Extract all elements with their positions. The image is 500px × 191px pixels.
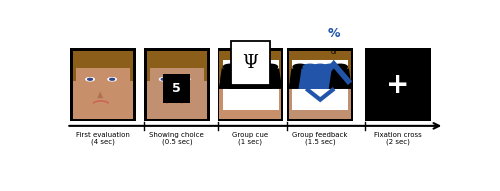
Text: %: % — [328, 27, 340, 40]
Circle shape — [232, 78, 241, 81]
Polygon shape — [171, 91, 177, 98]
Text: Group feedback
(1.5 sec): Group feedback (1.5 sec) — [292, 132, 348, 145]
Bar — [302, 110, 339, 118]
Circle shape — [244, 64, 258, 70]
Circle shape — [264, 64, 278, 70]
Circle shape — [110, 78, 114, 80]
Bar — [289, 51, 351, 81]
Circle shape — [293, 64, 307, 70]
Polygon shape — [314, 91, 320, 98]
Text: First evaluation
(4 sec): First evaluation (4 sec) — [76, 132, 130, 145]
Text: Showing choice
(0.5 sec): Showing choice (0.5 sec) — [150, 132, 204, 145]
Polygon shape — [328, 68, 352, 89]
Text: or: or — [330, 49, 338, 55]
Polygon shape — [249, 68, 272, 89]
Polygon shape — [298, 68, 322, 89]
Bar — [76, 68, 130, 81]
Circle shape — [184, 78, 188, 80]
Bar — [74, 51, 133, 118]
Circle shape — [304, 78, 309, 80]
Circle shape — [327, 78, 332, 80]
Circle shape — [162, 78, 166, 80]
Text: or: or — [330, 86, 338, 92]
Bar — [232, 110, 269, 118]
Polygon shape — [308, 68, 332, 89]
Circle shape — [313, 64, 327, 70]
Bar — [231, 40, 270, 85]
Bar — [147, 51, 206, 118]
Bar — [222, 68, 278, 81]
Polygon shape — [318, 68, 342, 89]
Polygon shape — [259, 68, 282, 89]
Text: +: + — [386, 71, 409, 99]
Circle shape — [86, 78, 94, 81]
Bar — [220, 51, 282, 81]
Circle shape — [234, 64, 247, 70]
Text: 5: 5 — [172, 82, 181, 95]
Bar — [70, 48, 136, 121]
Bar — [220, 51, 282, 118]
Polygon shape — [218, 68, 242, 89]
Bar — [222, 60, 278, 110]
Circle shape — [334, 64, 347, 70]
Bar — [150, 68, 204, 81]
Text: or: or — [247, 91, 254, 97]
Text: Group cue
(1 sec): Group cue (1 sec) — [232, 132, 268, 145]
Bar — [159, 110, 194, 118]
Text: Ψ: Ψ — [242, 54, 258, 72]
Bar — [292, 60, 348, 110]
Circle shape — [88, 78, 92, 80]
Circle shape — [160, 78, 168, 81]
Circle shape — [258, 78, 262, 80]
Bar — [218, 48, 284, 121]
Bar — [147, 51, 206, 81]
Bar — [365, 48, 430, 121]
Bar — [74, 51, 133, 81]
Circle shape — [182, 78, 190, 81]
Circle shape — [234, 78, 240, 80]
Circle shape — [224, 64, 237, 70]
Bar — [287, 48, 353, 121]
Polygon shape — [288, 68, 312, 89]
Bar — [144, 48, 210, 121]
Polygon shape — [239, 68, 262, 89]
Circle shape — [108, 78, 116, 81]
Bar — [86, 110, 121, 118]
Circle shape — [256, 78, 264, 81]
Polygon shape — [244, 91, 250, 98]
Circle shape — [302, 78, 311, 81]
Circle shape — [303, 64, 317, 70]
Polygon shape — [228, 68, 252, 89]
Bar — [292, 68, 348, 81]
Bar — [163, 74, 190, 103]
Circle shape — [325, 78, 334, 81]
Circle shape — [254, 64, 268, 70]
Text: Fixation cross
(2 sec): Fixation cross (2 sec) — [374, 132, 422, 145]
Circle shape — [324, 64, 337, 70]
Bar — [289, 51, 351, 118]
Polygon shape — [97, 91, 103, 98]
